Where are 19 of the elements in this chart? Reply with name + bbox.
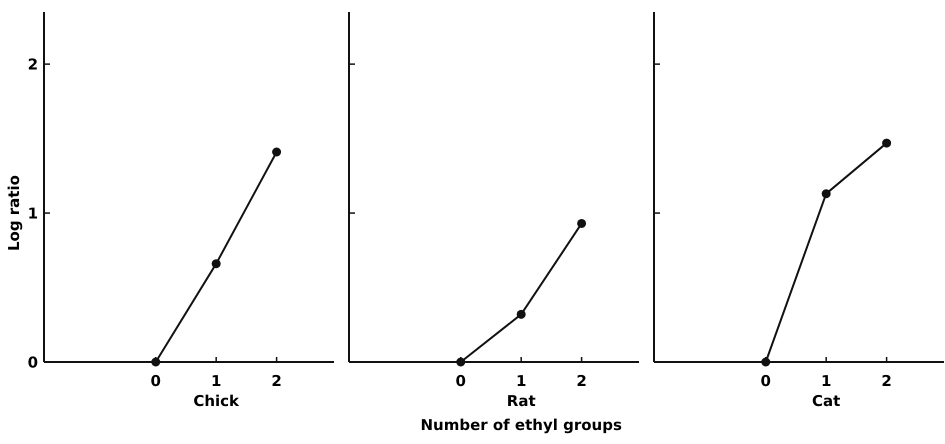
text: Rat — [506, 392, 536, 410]
y-tick-label: 2 — [28, 55, 38, 74]
y-axis-title: Log ratio — [5, 175, 23, 252]
y-tick-label: 1 — [28, 204, 38, 222]
x-tick-label: 2 — [271, 372, 282, 390]
x-axis-title: Number of ethyl groups — [420, 416, 622, 434]
text: Cat — [812, 392, 840, 410]
x-tick-label: 0 — [760, 372, 771, 390]
x-tick-label: 2 — [881, 372, 892, 390]
x-tick-label: 1 — [516, 372, 526, 390]
x-tick-label: 2 — [576, 372, 587, 390]
x-tick-label: 1 — [210, 372, 222, 390]
x-tick-label: 0 — [150, 372, 161, 390]
x-tick-label: 0 — [456, 372, 466, 390]
point — [212, 259, 221, 268]
point — [272, 148, 282, 156]
y-tick-label: 0 — [28, 353, 38, 372]
text: Chick — [193, 392, 240, 410]
x-tick-label: 1 — [820, 372, 832, 390]
